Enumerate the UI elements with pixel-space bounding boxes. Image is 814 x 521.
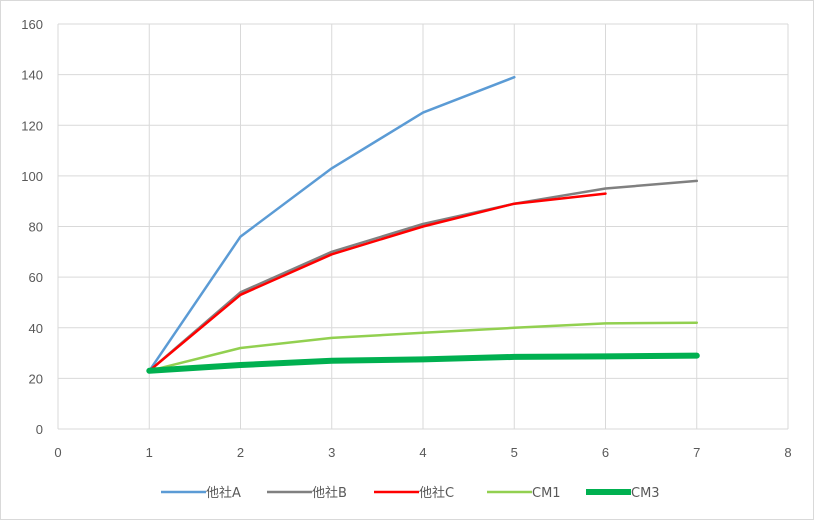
- legend-item: CM3: [586, 486, 660, 501]
- legend-label: CM3: [631, 486, 660, 501]
- y-tick-label: 20: [29, 371, 43, 386]
- x-tick-label: 2: [237, 445, 244, 460]
- series-line-他社C: [148, 192, 607, 373]
- series-line-他社A: [148, 75, 516, 373]
- legend-label: CM1: [532, 486, 561, 501]
- legend-item: 他社C: [374, 485, 454, 501]
- x-tick-label: 0: [54, 445, 61, 460]
- axis-tick-labels: 0 20 40 60 80 100 120 140 160 0 1 2 3 4 5 6 7 8: [21, 17, 791, 460]
- x-tick-label: 4: [419, 445, 426, 460]
- x-tick-label: 5: [511, 445, 518, 460]
- x-tick-label: 8: [784, 445, 791, 460]
- legend-label: 他社B: [312, 485, 347, 501]
- y-tick-label: 140: [21, 68, 43, 83]
- series-line-CM3: [146, 352, 700, 374]
- series-lines: [146, 75, 700, 374]
- legend-label: 他社C: [419, 485, 454, 501]
- y-tick-label: 120: [21, 118, 43, 133]
- x-tick-label: 3: [328, 445, 335, 460]
- x-tick-label: 7: [693, 445, 700, 460]
- y-tick-label: 60: [29, 270, 43, 285]
- y-tick-label: 160: [21, 17, 43, 32]
- y-tick-label: 100: [21, 169, 43, 184]
- series-line-他社B: [148, 179, 699, 373]
- x-tick-label: 6: [602, 445, 609, 460]
- legend-item: CM1: [487, 486, 561, 501]
- x-tick-label: 1: [146, 445, 153, 460]
- legend: 他社A 他社B 他社C CM1 CM3: [161, 485, 660, 501]
- y-tick-label: 40: [29, 321, 43, 336]
- series-line-CM1: [148, 321, 699, 373]
- legend-item: 他社B: [267, 485, 347, 501]
- legend-item: 他社A: [161, 485, 241, 501]
- legend-label: 他社A: [206, 485, 241, 501]
- y-tick-label: 80: [29, 220, 43, 235]
- y-tick-label: 0: [36, 422, 43, 437]
